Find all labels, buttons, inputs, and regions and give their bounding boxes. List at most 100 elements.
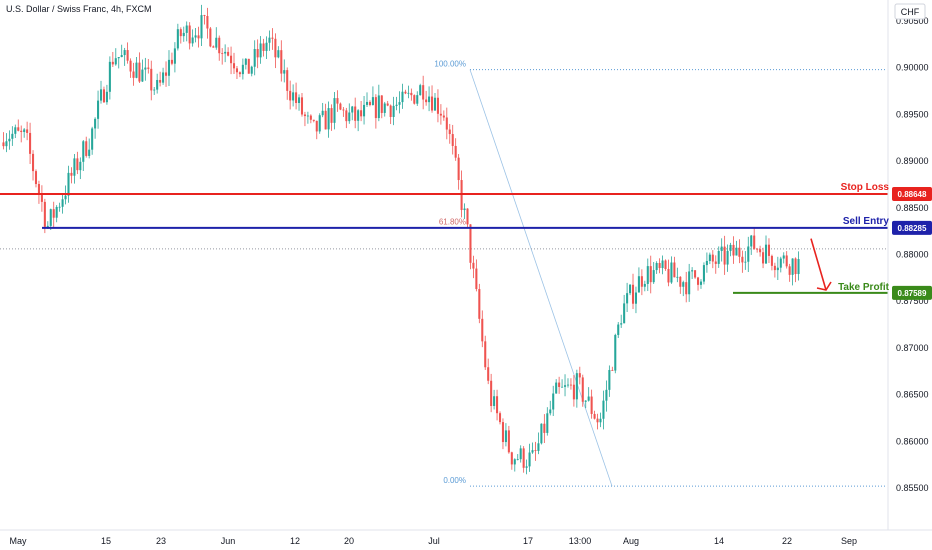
- candle-body: [76, 158, 79, 171]
- candle-body: [513, 459, 516, 465]
- candle-body: [2, 142, 5, 147]
- candle-body: [250, 66, 253, 74]
- candle-body: [58, 206, 61, 208]
- x-tick-label: 14: [714, 536, 724, 546]
- candle-body: [259, 43, 262, 58]
- y-tick-label: 0.89000: [896, 156, 929, 166]
- candle-body: [673, 262, 676, 278]
- candle-body: [209, 28, 212, 47]
- candle-body: [794, 258, 797, 275]
- candle-body: [135, 62, 138, 78]
- candle-body: [546, 413, 549, 433]
- candle-body: [629, 284, 632, 294]
- stop-loss-label: Stop Loss: [841, 182, 890, 193]
- candle-body: [111, 61, 114, 65]
- candle-body: [215, 37, 218, 48]
- candle-body: [590, 396, 593, 414]
- candle-body: [593, 413, 596, 419]
- x-tick-label: 15: [101, 536, 111, 546]
- candle-body: [295, 92, 298, 104]
- candle-body: [451, 134, 454, 146]
- candle-body: [380, 95, 383, 113]
- candle-body: [8, 138, 11, 142]
- y-tick-label: 0.87500: [896, 296, 929, 306]
- currency-badge-label: CHF: [901, 7, 920, 17]
- candle-body: [581, 377, 584, 402]
- candle-body: [188, 25, 191, 44]
- candle-body: [194, 35, 197, 38]
- candle-body: [31, 153, 35, 172]
- x-tick-label: May: [9, 536, 27, 546]
- candle-body: [179, 29, 182, 37]
- candle-body: [303, 114, 306, 117]
- candle-body: [156, 79, 159, 90]
- candle-body: [649, 266, 652, 283]
- candle-body: [788, 266, 791, 275]
- candle-body: [235, 68, 239, 73]
- candle-body: [11, 133, 14, 139]
- candle-body: [253, 49, 256, 67]
- candle-body: [247, 58, 250, 74]
- candle-body: [64, 195, 67, 200]
- candle-body: [67, 172, 70, 196]
- candle-body: [105, 91, 108, 103]
- candle-body: [70, 172, 73, 176]
- candle-body: [416, 95, 419, 104]
- fib-trend-line: [469, 69, 613, 487]
- candle-body: [682, 282, 685, 287]
- candle-body: [94, 118, 97, 129]
- currency-badge[interactable]: CHF: [894, 3, 926, 20]
- candle-body: [88, 149, 91, 156]
- price-axis[interactable]: 0.90500 0.90000 0.89500 0.89000 0.88500 0.880…: [896, 16, 929, 493]
- candle-body: [620, 323, 623, 325]
- candle-body: [750, 235, 753, 247]
- candle-body: [493, 396, 496, 406]
- candle-body: [339, 103, 342, 110]
- fibonacci-retracement: 100.00% 61.80% 0.00%: [0, 60, 888, 487]
- candle-body: [578, 373, 581, 378]
- candle-body: [428, 96, 431, 103]
- candle-body: [519, 448, 522, 460]
- symbol-title: U.S. Dollar / Swiss Franc, 4h, FXCM: [6, 4, 152, 14]
- candle-body: [732, 244, 735, 256]
- candle-body: [457, 157, 460, 181]
- price-tag-box: [892, 186, 932, 201]
- candle-body: [626, 293, 629, 304]
- candle-body: [776, 267, 779, 271]
- candle-body: [182, 32, 185, 37]
- candle-body: [200, 15, 203, 39]
- take-profit-label: Take Profit: [838, 282, 890, 293]
- candle-body: [599, 418, 602, 423]
- candle-body: [20, 130, 23, 133]
- candle-body: [271, 37, 274, 39]
- candle-body: [82, 141, 85, 162]
- candle-body: [167, 59, 171, 76]
- candle-body: [241, 64, 244, 75]
- candle-body: [472, 262, 475, 269]
- candle-body: [265, 42, 268, 51]
- y-tick-label: 0.89500: [896, 109, 929, 119]
- candle-body: [221, 53, 224, 55]
- candle-body: [729, 244, 732, 251]
- candle-body: [756, 248, 759, 250]
- fib-level-label: 100.00%: [434, 60, 466, 69]
- candle-body: [487, 367, 490, 381]
- candle-body: [531, 450, 534, 453]
- candle-body: [770, 255, 773, 266]
- candle-body: [708, 254, 711, 261]
- candle-body: [439, 113, 442, 116]
- candle-body: [744, 261, 747, 263]
- candle-body: [97, 100, 100, 119]
- candle-body: [759, 249, 762, 253]
- time-axis[interactable]: May 15 23 Jun 12 20 Jul 17 13:00 Aug 14 22 Sep: [9, 536, 857, 546]
- candle-body: [283, 70, 286, 74]
- candle-body: [383, 103, 386, 113]
- candle-body: [637, 276, 640, 293]
- candle-body: [312, 119, 315, 121]
- candle-body: [711, 254, 714, 262]
- candle-body: [676, 276, 679, 278]
- candle-body: [289, 90, 292, 101]
- candle-body: [292, 92, 295, 101]
- price-tag-value: 0.88648: [898, 190, 927, 199]
